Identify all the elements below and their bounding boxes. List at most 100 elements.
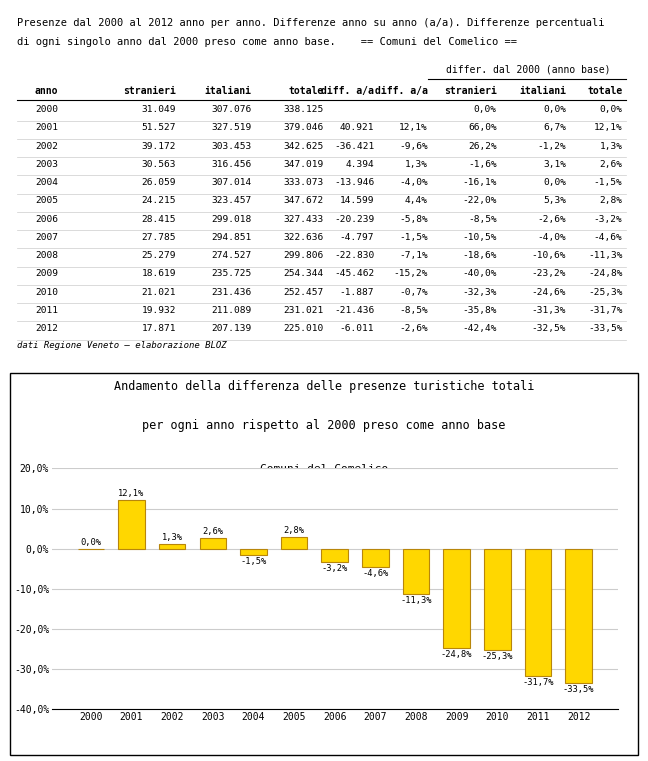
Text: 307.076: 307.076 [211,105,251,114]
Text: -21.436: -21.436 [334,306,375,315]
Text: -9,6%: -9,6% [399,142,428,151]
Text: diff. a/a: diff. a/a [375,86,428,96]
Bar [403,549,429,594]
Text: 31.049: 31.049 [142,105,176,114]
Text: 2003: 2003 [35,160,58,169]
Text: totale: totale [587,86,623,96]
Text: 14.599: 14.599 [340,196,375,205]
Text: 299.018: 299.018 [211,215,251,224]
Text: 322.636: 322.636 [284,233,324,242]
Text: 2009: 2009 [35,269,58,279]
Text: -3,2%: -3,2% [594,215,623,224]
Text: -0,7%: -0,7% [399,288,428,297]
Bar [362,549,389,567]
Text: 26,2%: 26,2% [468,142,497,151]
Text: -45.462: -45.462 [334,269,375,279]
Text: 0,0%: 0,0% [474,105,497,114]
Text: 66,0%: 66,0% [468,123,497,132]
Text: italiani: italiani [519,86,566,96]
Text: -11,3%: -11,3% [400,596,432,605]
Text: 1,3%: 1,3% [161,533,183,542]
Text: -23,2%: -23,2% [531,269,566,279]
Text: -24,8%: -24,8% [588,269,623,279]
Text: 254.344: 254.344 [284,269,324,279]
Text: -25,3%: -25,3% [481,652,513,661]
Text: dati Regione Veneto – elaborazione BLOZ: dati Regione Veneto – elaborazione BLOZ [17,342,227,350]
Text: 342.625: 342.625 [284,142,324,151]
Text: -25,3%: -25,3% [588,288,623,297]
Text: -42,4%: -42,4% [463,324,497,333]
Text: 2002: 2002 [35,142,58,151]
Text: 347.019: 347.019 [284,160,324,169]
Text: totale: totale [289,86,324,96]
Text: -3,2%: -3,2% [321,564,348,572]
Text: 316.456: 316.456 [211,160,251,169]
Text: 2005: 2005 [35,196,58,205]
Text: 4,4%: 4,4% [405,196,428,205]
Text: -31,7%: -31,7% [522,678,553,687]
Text: 327.433: 327.433 [284,215,324,224]
Bar [484,549,511,650]
Text: 25.279: 25.279 [142,251,176,260]
Text: 51.527: 51.527 [142,123,176,132]
Text: 1,3%: 1,3% [405,160,428,169]
Text: -33,5%: -33,5% [563,685,594,694]
Text: 2,6%: 2,6% [599,160,623,169]
Bar [200,538,226,549]
Text: -10,6%: -10,6% [531,251,566,260]
Text: 18.619: 18.619 [142,269,176,279]
Text: -18,6%: -18,6% [463,251,497,260]
Text: -1,5%: -1,5% [399,233,428,242]
Text: diff. a/a: diff. a/a [321,86,375,96]
Text: 26.059: 26.059 [142,178,176,187]
Text: -7,1%: -7,1% [399,251,428,260]
Text: 2004: 2004 [35,178,58,187]
Text: -11,3%: -11,3% [588,251,623,260]
Text: 28.415: 28.415 [142,215,176,224]
Text: 347.672: 347.672 [284,196,324,205]
Text: 17.871: 17.871 [142,324,176,333]
Text: -4,6%: -4,6% [594,233,623,242]
Text: Presenze dal 2000 al 2012 anno per anno. Differenze anno su anno (a/a). Differen: Presenze dal 2000 al 2012 anno per anno.… [17,18,605,28]
Text: 6,7%: 6,7% [543,123,566,132]
Text: 19.932: 19.932 [142,306,176,315]
Bar [240,549,266,555]
Text: 211.089: 211.089 [211,306,251,315]
Text: 21.021: 21.021 [142,288,176,297]
Text: -1,5%: -1,5% [594,178,623,187]
Text: 2001: 2001 [35,123,58,132]
Text: -4,6%: -4,6% [362,569,388,578]
Text: 274.527: 274.527 [211,251,251,260]
Text: 2,8%: 2,8% [284,527,305,536]
Text: -1.887: -1.887 [340,288,375,297]
Text: 231.021: 231.021 [284,306,324,315]
Text: -15,2%: -15,2% [393,269,428,279]
Text: 327.519: 327.519 [211,123,251,132]
Text: -35,8%: -35,8% [463,306,497,315]
Text: 2008: 2008 [35,251,58,260]
Text: 2007: 2007 [35,233,58,242]
Text: differ. dal 2000 (anno base): differ. dal 2000 (anno base) [446,65,610,75]
Text: -24,6%: -24,6% [531,288,566,297]
Bar [525,549,551,676]
Bar [566,549,592,683]
Text: -22,0%: -22,0% [463,196,497,205]
Bar [118,500,145,549]
Text: -33,5%: -33,5% [588,324,623,333]
Text: 24.215: 24.215 [142,196,176,205]
Text: 207.139: 207.139 [211,324,251,333]
Text: Andamento della differenza delle presenze turistiche totali: Andamento della differenza delle presenz… [114,380,534,393]
Text: Comuni del Comelico: Comuni del Comelico [260,464,388,474]
Text: -24,8%: -24,8% [441,650,472,659]
Text: 299.806: 299.806 [284,251,324,260]
Text: 12,1%: 12,1% [399,123,428,132]
Bar [443,549,470,648]
Text: 2010: 2010 [35,288,58,297]
Text: 235.725: 235.725 [211,269,251,279]
Text: 379.046: 379.046 [284,123,324,132]
Text: 5,3%: 5,3% [543,196,566,205]
Text: 1,3%: 1,3% [599,142,623,151]
Bar [159,543,185,549]
Text: 2012: 2012 [35,324,58,333]
Text: -22.830: -22.830 [334,251,375,260]
